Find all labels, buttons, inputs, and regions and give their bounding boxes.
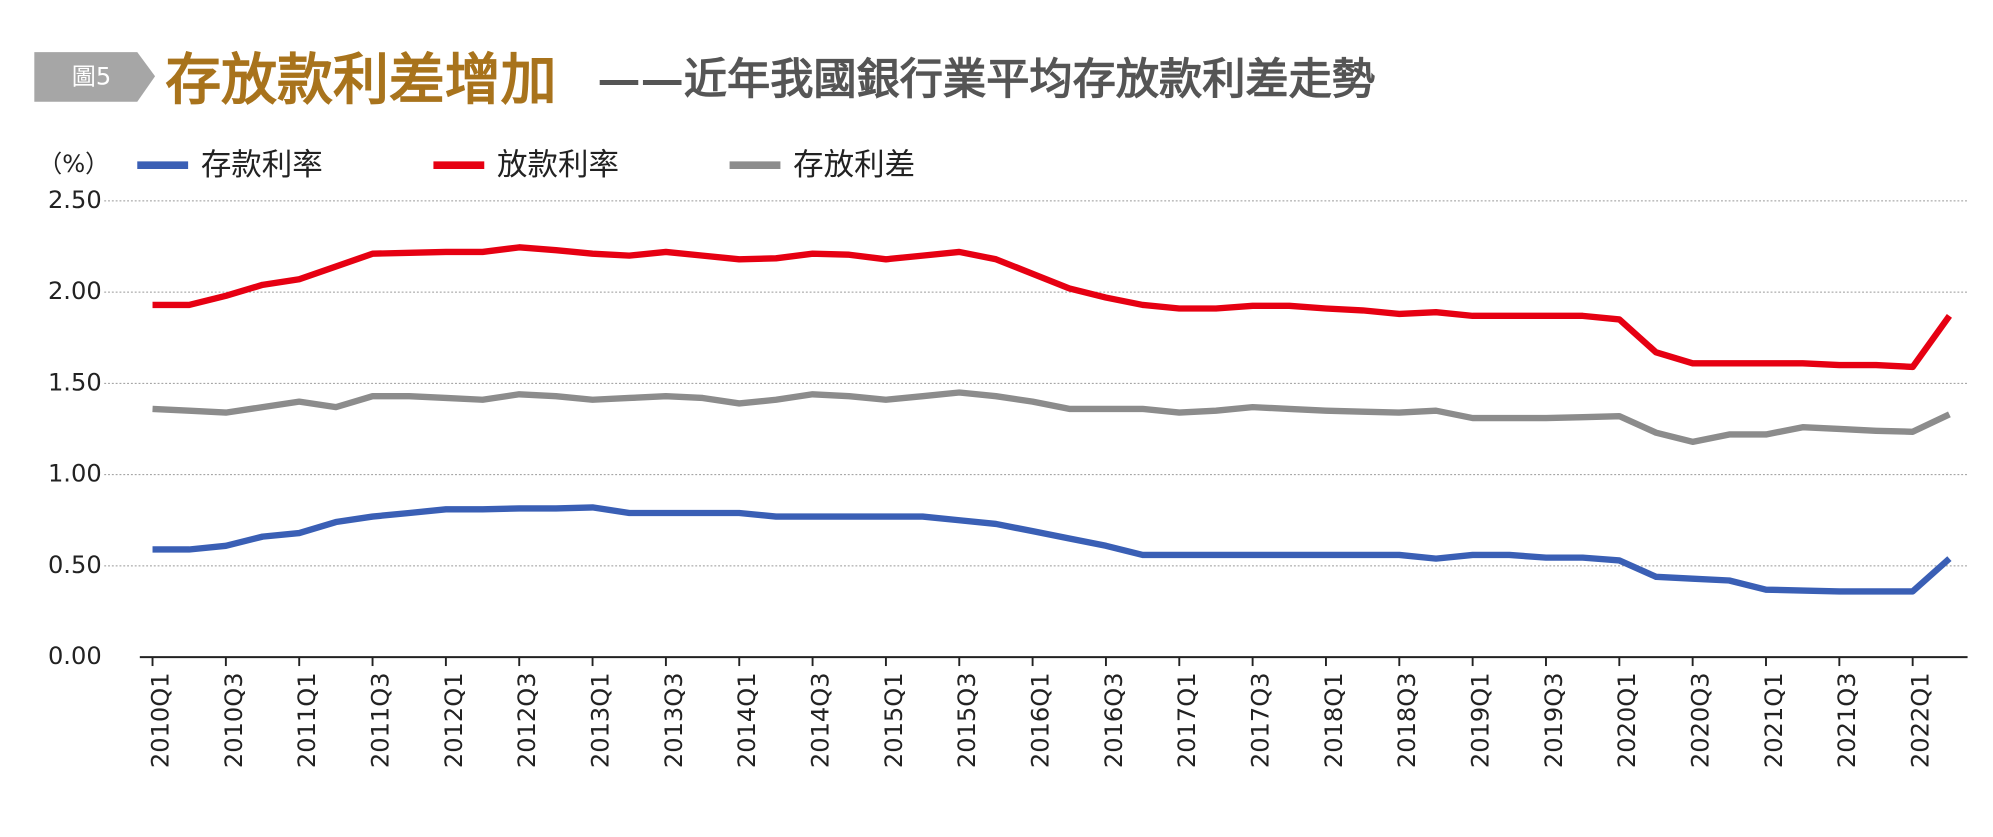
y-tick-label: 0.00 — [48, 642, 102, 670]
y-tick-label: 1.50 — [48, 368, 102, 396]
x-tick-label: 2014Q1 — [733, 672, 761, 768]
x-tick-label: 2022Q1 — [1907, 672, 1935, 768]
x-tick-label: 2021Q1 — [1760, 672, 1788, 768]
series-line — [152, 244, 1952, 371]
x-tick-label: 2012Q1 — [440, 672, 468, 768]
figure-badge — [34, 52, 156, 102]
legend-label: 存款利率 — [201, 148, 323, 183]
x-tick-label: 2019Q3 — [1540, 672, 1568, 768]
x-tick-label: 2010Q3 — [220, 672, 248, 768]
x-tick-label: 2012Q3 — [513, 672, 541, 768]
x-tick-label: 2021Q3 — [1833, 672, 1861, 768]
x-tick-label: 2020Q1 — [1613, 672, 1641, 768]
x-tick-label: 2013Q3 — [660, 672, 688, 768]
series-line — [152, 504, 1952, 595]
x-tick-label: 2020Q3 — [1687, 672, 1715, 768]
y-tick-label: 2.00 — [48, 277, 102, 305]
y-tick-label: 2.50 — [48, 186, 102, 214]
series-line — [152, 389, 1951, 446]
figure-label: 圖5 — [72, 63, 111, 91]
x-tick-label: 2018Q3 — [1393, 672, 1421, 768]
x-tick-label: 2019Q1 — [1467, 672, 1495, 768]
x-tick-label: 2011Q1 — [293, 672, 321, 768]
x-tick-label: 2015Q3 — [953, 672, 981, 768]
x-tick-label: 2010Q1 — [146, 672, 174, 768]
x-tick-label: 2013Q1 — [586, 672, 614, 768]
x-tick-label: 2016Q1 — [1026, 672, 1054, 768]
legend-label: 放款利率 — [497, 148, 619, 183]
chart-title: 存放款利差增加 — [165, 47, 556, 113]
x-tick-label: 2011Q3 — [366, 672, 394, 768]
y-axis-label: （%） — [38, 150, 109, 178]
chart-subtitle: ——近年我國銀行業平均存放款利差走勢 — [597, 54, 1375, 105]
x-tick-label: 2018Q1 — [1320, 672, 1348, 768]
y-tick-label: 1.00 — [48, 460, 102, 488]
legend-label: 存放利差 — [793, 148, 915, 183]
x-tick-label: 2017Q3 — [1247, 672, 1275, 768]
x-tick-label: 2016Q3 — [1100, 672, 1128, 768]
x-tick-label: 2014Q3 — [806, 672, 834, 768]
x-tick-label: 2015Q1 — [880, 672, 908, 768]
x-tick-label: 2017Q1 — [1173, 672, 1201, 768]
y-tick-label: 0.50 — [48, 551, 102, 579]
